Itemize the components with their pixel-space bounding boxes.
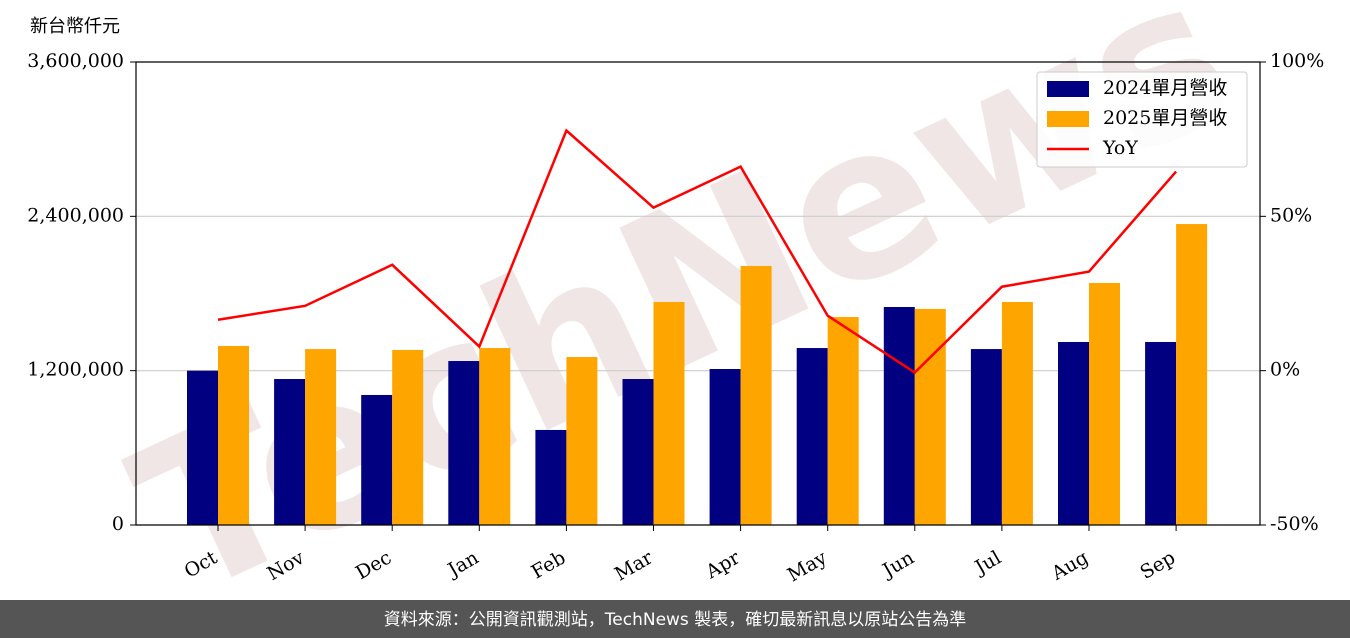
x-tick-label: Mar bbox=[611, 546, 657, 585]
bar bbox=[566, 357, 598, 525]
bar bbox=[1001, 301, 1033, 525]
y2-tick-label: 100% bbox=[1270, 50, 1324, 72]
y2-tick-label: 0% bbox=[1270, 359, 1300, 381]
footer: 資料來源：公開資訊觀測站，TechNews 製表，確切最新訊息以原站公告為準 bbox=[384, 610, 966, 630]
x-tick-label: Aug bbox=[1047, 547, 1092, 586]
bar bbox=[883, 307, 915, 525]
bar bbox=[1176, 224, 1208, 526]
bar bbox=[970, 349, 1002, 525]
bar bbox=[796, 348, 828, 525]
bar bbox=[448, 361, 480, 525]
y-tick-label: 3,600,000 bbox=[27, 50, 124, 72]
bar bbox=[622, 379, 654, 525]
bar bbox=[740, 265, 772, 525]
x-tick-label: Apr bbox=[701, 546, 744, 583]
legend-label: 2024單月營收 bbox=[1103, 77, 1227, 99]
y2-tick-label: 50% bbox=[1270, 204, 1312, 226]
legend-swatch bbox=[1047, 111, 1089, 127]
bar bbox=[1145, 341, 1177, 525]
x-tick-label: Jun bbox=[877, 547, 918, 583]
y2-tick-label: -50% bbox=[1270, 513, 1319, 535]
bar bbox=[827, 317, 859, 525]
x-tick-label: Jan bbox=[443, 547, 483, 583]
legend-label: YoY bbox=[1102, 137, 1138, 159]
bar bbox=[392, 349, 424, 525]
bar bbox=[361, 394, 393, 525]
y-tick-label: 0 bbox=[112, 513, 124, 535]
plot-frame bbox=[135, 61, 1261, 526]
bar bbox=[653, 301, 685, 525]
y-tick-label: 2,400,000 bbox=[27, 204, 124, 226]
y-axis-label: 新台幣仟元 bbox=[30, 16, 120, 37]
bar bbox=[914, 308, 946, 525]
legend-label: 2025單月營收 bbox=[1103, 107, 1227, 129]
bar bbox=[305, 349, 337, 525]
bar bbox=[479, 348, 511, 525]
bar bbox=[187, 370, 218, 525]
bar bbox=[535, 429, 567, 525]
x-tick-label: Sep bbox=[1137, 547, 1180, 584]
bar bbox=[218, 345, 249, 525]
x-tick-label: Feb bbox=[528, 547, 570, 584]
footer-bg bbox=[0, 600, 1350, 638]
bar bbox=[709, 368, 741, 525]
y-tick-label: 1,200,000 bbox=[27, 359, 124, 381]
bar bbox=[1058, 341, 1089, 525]
bar bbox=[274, 379, 306, 525]
x-tick-label: Jul bbox=[970, 547, 1005, 580]
yoy-line bbox=[217, 128, 1178, 375]
legend-box bbox=[1036, 71, 1248, 168]
legend-swatch bbox=[1047, 81, 1089, 97]
x-tick-label: May bbox=[784, 546, 831, 586]
bar bbox=[1089, 282, 1120, 525]
